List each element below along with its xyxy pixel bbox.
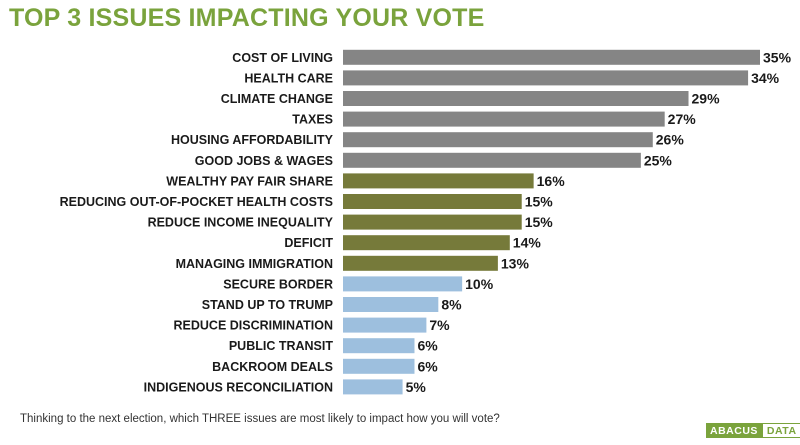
survey-question: Thinking to the next election, which THR… — [20, 413, 500, 425]
value-label: 25% — [644, 152, 673, 168]
value-label: 27% — [668, 111, 697, 127]
value-label: 5% — [406, 379, 427, 395]
category-label: REDUCING OUT-OF-POCKET HEALTH COSTS — [60, 195, 333, 209]
category-label: BACKROOM DEALS — [212, 360, 333, 374]
bar — [343, 379, 403, 395]
value-label: 35% — [763, 49, 792, 65]
category-label: TAXES — [292, 113, 333, 127]
value-label: 6% — [417, 338, 438, 354]
logo-part-data: DATA — [761, 423, 800, 438]
abacus-data-logo: ABACUS DATA — [706, 423, 800, 438]
bar — [343, 152, 641, 168]
category-label: STAND UP TO TRUMP — [202, 298, 333, 312]
bar — [343, 132, 653, 148]
value-label: 16% — [537, 173, 566, 189]
category-label: PUBLIC TRANSIT — [229, 339, 334, 353]
value-label: 14% — [513, 235, 542, 251]
bar — [343, 317, 427, 333]
value-label: 8% — [441, 297, 462, 313]
bar — [343, 194, 522, 209]
logo-part-abacus: ABACUS — [706, 423, 762, 438]
chart-title: TOP 3 ISSUES IMPACTING YOUR VOTE — [9, 4, 485, 32]
value-label: 15% — [525, 214, 554, 230]
value-label: 6% — [417, 358, 438, 374]
bar — [343, 173, 534, 189]
value-label: 29% — [692, 91, 721, 107]
category-label: WEALTHY PAY FAIR SHARE — [166, 174, 333, 188]
value-label: 15% — [525, 194, 554, 210]
value-label: 26% — [656, 132, 685, 148]
category-label: COST OF LIVING — [232, 51, 333, 65]
category-label: REDUCE DISCRIMINATION — [174, 319, 334, 333]
bar — [343, 49, 760, 65]
bar — [343, 255, 498, 271]
bar — [343, 297, 439, 312]
bar — [343, 235, 510, 251]
category-label: HOUSING AFFORDABILITY — [171, 133, 334, 147]
bar — [343, 214, 522, 230]
category-label: INDIGENOUS RECONCILIATION — [144, 380, 333, 394]
category-label: CLIMATE CHANGE — [221, 92, 333, 106]
value-label: 34% — [751, 70, 780, 86]
bar-chart: COST OF LIVING 35% HEALTH CARE 34% CLIMATE C… — [60, 49, 792, 395]
bar — [343, 70, 749, 86]
category-label: GOOD JOBS & WAGES — [195, 154, 333, 168]
bar — [343, 91, 689, 106]
value-label: 10% — [465, 276, 494, 292]
value-label: 7% — [429, 317, 450, 333]
category-label: HEALTH CARE — [244, 71, 333, 85]
category-label: REDUCE INCOME INEQUALITY — [148, 216, 334, 230]
category-label: SECURE BORDER — [223, 277, 333, 291]
value-label: 13% — [501, 255, 530, 271]
bar — [343, 358, 415, 374]
bar — [343, 111, 665, 127]
bar — [343, 338, 415, 354]
bar — [343, 276, 463, 292]
category-label: DEFICIT — [284, 236, 333, 250]
category-label: MANAGING IMMIGRATION — [176, 257, 333, 271]
